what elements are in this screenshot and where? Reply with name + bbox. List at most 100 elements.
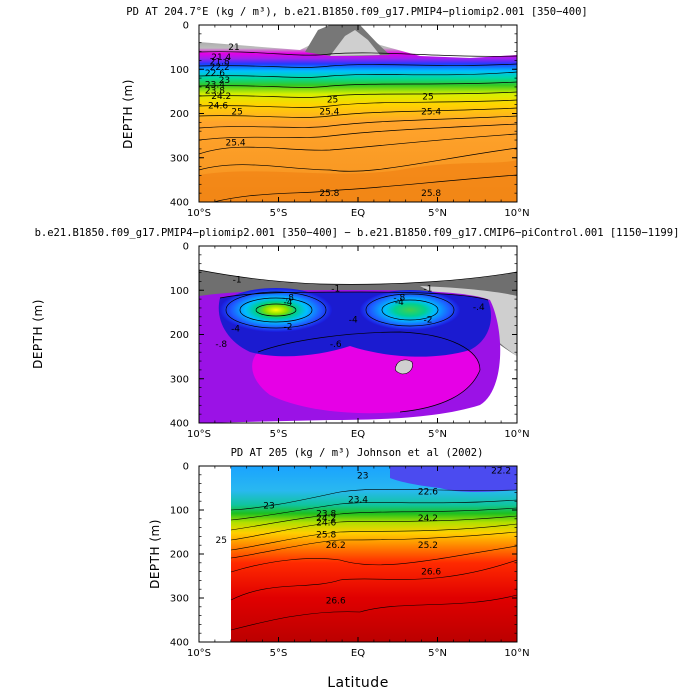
panel1-xtick-label: EQ — [351, 208, 365, 219]
panel1-upper-white — [199, 25, 517, 58]
panel3-ytick-label: 0 — [183, 462, 189, 473]
panel3-field — [231, 466, 517, 642]
panel3-ytick-label: 100 — [170, 506, 189, 517]
panel3-contour-label: 23 — [357, 472, 368, 482]
panel3-contour-label: 23 — [263, 502, 274, 512]
panel1-contour-label: 23.4 — [205, 80, 225, 90]
panel1-contours — [199, 51, 517, 202]
panel2-contour-label: -2 — [284, 323, 293, 333]
panel1-deep-band — [199, 160, 517, 202]
panel2-contour-label: -1 — [331, 284, 340, 294]
panel3-xtick-label: 5°S — [270, 648, 288, 659]
panel3-contour-label: 23.4 — [348, 495, 368, 505]
panel2-ytick-label: 400 — [170, 419, 189, 430]
panel3-title: PD AT 205 (kg / m³) Johnson et al (2002) — [231, 447, 484, 459]
panel1-xtick-label: 10°N — [504, 208, 529, 219]
panel2-contour-label: -.8 — [215, 340, 227, 350]
panel2-ytick-label: 100 — [170, 286, 189, 297]
panel1-contour-label: 21.8 — [210, 58, 230, 68]
panel3-plot — [199, 466, 517, 642]
panel1-ytick-label: 300 — [170, 153, 189, 164]
panel1-ytick-label: 100 — [170, 65, 189, 76]
panel3-ytick-label: 400 — [170, 638, 189, 649]
panel2-contour-label: -.6 — [330, 340, 342, 350]
panel3-top-blue — [390, 466, 517, 492]
panel1-dome-light — [330, 30, 380, 56]
panel2-plot — [199, 246, 517, 423]
panel2-contours — [199, 269, 517, 413]
panel2-contour-label: -1 — [423, 284, 432, 294]
panel1-contour-label: 25.4 — [421, 108, 441, 118]
panel1-ytick-label: 400 — [170, 198, 189, 209]
panel3-contour-label: 24.6 — [316, 518, 336, 528]
panel1-contour-label: 24.2 — [211, 92, 231, 102]
panel1-contour-label: 25.4 — [319, 108, 339, 118]
panel2-ytick-label: 0 — [183, 242, 189, 253]
panel1-xtick-label: 5°S — [270, 208, 288, 219]
ylabel-panel3: DEPTH (m) — [148, 519, 162, 589]
panel1-contour-label: 25 — [231, 108, 242, 118]
panel2-xtick-label: EQ — [351, 429, 365, 440]
panel2-contour-label: -.8 — [282, 293, 294, 303]
panel1-xtick-label: 10°S — [187, 208, 211, 219]
panel2-ytick-label: 200 — [170, 330, 189, 341]
panel2-contour-label: -4 — [284, 298, 293, 308]
panel3-contours — [230, 488, 517, 631]
panel1-contour-label: 25.4 — [226, 139, 246, 149]
panel1-contour-label: 25 — [327, 95, 338, 105]
panel3-contour-label: 25.2 — [418, 541, 438, 551]
panel1-contour-label: 23 — [219, 76, 230, 86]
panel3-xtick-label: EQ — [351, 648, 365, 659]
panel3-xtick-label: 10°S — [187, 648, 211, 659]
panel2-eddy-south — [220, 288, 332, 332]
contour-labels: 2121.421.822.222.62323.423.824.224.62525… — [205, 43, 511, 607]
panel2-ytick-label: 300 — [170, 374, 189, 385]
panel1-xtick-label: 5°N — [428, 208, 447, 219]
panel1-title: PD AT 204.7°E (kg / m³), b.e21.B1850.f09… — [126, 6, 587, 18]
panel3-contour-label: 25 — [216, 536, 227, 546]
panel1-contour-label: 23.8 — [205, 86, 225, 96]
panel2-xtick-label: 10°S — [187, 429, 211, 440]
panel3-contour-label: 24.2 — [316, 514, 336, 524]
panel3-xtick-label: 5°N — [428, 648, 447, 659]
panel1-contour-label: 22.2 — [210, 63, 230, 73]
panel2-small-patch — [394, 359, 413, 375]
panel1-contour-label: 24.6 — [208, 102, 228, 112]
xlabel-latitude: Latitude — [327, 675, 389, 691]
panel1-contour-label: 21.4 — [211, 53, 231, 63]
panel3-contour-label: 22.6 — [418, 488, 438, 498]
panel2-contour-label: -2 — [423, 315, 432, 325]
panel2-xtick-label: 10°N — [504, 429, 529, 440]
panel3-ytick-label: 300 — [170, 594, 189, 605]
panel1-contour-label: 25 — [422, 93, 433, 103]
panel1-contour-label: 21 — [228, 43, 239, 53]
panel1-ytick-label: 0 — [183, 21, 189, 32]
panel2-contour-label: -4 — [349, 315, 358, 325]
panel3-contour-label: 22.2 — [491, 466, 511, 476]
panel2-eddy-north — [360, 290, 460, 330]
panel3-contour-label: 24.2 — [418, 514, 438, 524]
panel2-title: b.e21.B1850.f09_g17.PMIP4−pliomip2.001 [… — [35, 227, 680, 239]
panel3-ytick-label: 200 — [170, 550, 189, 561]
panel2-contour-label: -.8 — [393, 293, 405, 303]
panel2-contour-label: -4 — [231, 324, 240, 334]
ylabel-panel1: DEPTH (m) — [121, 79, 135, 149]
panel1-ytick-label: 200 — [170, 109, 189, 120]
panel1-contour-label: 25.8 — [421, 189, 441, 199]
panel2-contour-label: -.4 — [473, 303, 485, 313]
panel2-xtick-label: 5°N — [428, 429, 447, 440]
panel3-contour-label: 26.2 — [326, 541, 346, 551]
panel3-contour-label: 25.8 — [316, 531, 336, 541]
panel2-contour-label: -4 — [395, 298, 404, 308]
panel3-xtick-label: 10°N — [504, 648, 529, 659]
panel3-contour-label: 26.6 — [421, 568, 441, 578]
ylabel-panel2: DEPTH (m) — [31, 299, 45, 369]
panel1-contour-label: 25.8 — [319, 189, 339, 199]
panel3-contour-label: 23.8 — [316, 510, 336, 520]
panel2-light-gray — [420, 286, 517, 356]
panel2-contour-label: -1 — [233, 276, 242, 286]
panel2-xtick-label: 5°S — [270, 429, 288, 440]
panel3-contour-label: 26.6 — [326, 597, 346, 607]
